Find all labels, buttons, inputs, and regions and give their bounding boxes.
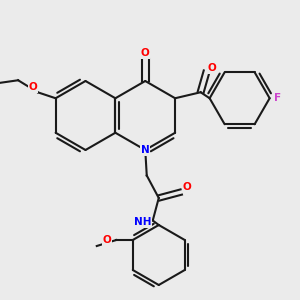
Text: O: O xyxy=(141,48,150,58)
Text: O: O xyxy=(183,182,192,193)
Text: O: O xyxy=(208,63,216,73)
Text: NH: NH xyxy=(134,217,151,227)
Text: N: N xyxy=(141,145,150,155)
Text: O: O xyxy=(29,82,38,92)
Text: F: F xyxy=(274,93,281,103)
Text: O: O xyxy=(103,235,112,245)
